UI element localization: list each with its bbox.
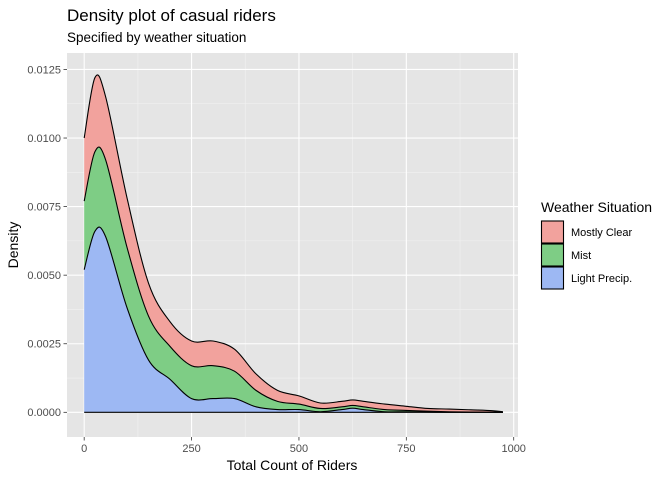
legend-label-mostly-clear: Mostly Clear [571, 227, 632, 239]
legend-key-light-precip [540, 266, 565, 290]
legend: Weather Situation Mostly Clear Mist Light … [540, 199, 652, 290]
legend-label-light-precip: Light Precip. [571, 273, 632, 285]
y-axis: 0.0000 0.0025 0.0050 0.0075 0.0100 0.0125 [27, 64, 67, 419]
area-light-precip [84, 227, 503, 413]
y-tick-label: 0.0100 [27, 133, 61, 145]
y-tick-label: 0.0000 [27, 407, 61, 419]
x-tick-label: 500 [290, 443, 308, 455]
legend-items: Mostly Clear Mist Light Precip. [540, 220, 632, 290]
legend-label-mist: Mist [571, 250, 591, 262]
y-tick-label: 0.0125 [27, 64, 61, 76]
y-axis-title: Density [5, 222, 21, 269]
y-tick-label: 0.0075 [27, 201, 61, 213]
y-tick-label: 0.0025 [27, 339, 61, 351]
density-areas [84, 74, 503, 413]
x-tick-label: 0 [81, 443, 87, 455]
grid-minor [67, 53, 518, 437]
x-axis-title: Total Count of Riders [227, 457, 358, 473]
x-tick-label: 250 [182, 443, 200, 455]
legend-key-mist [540, 243, 565, 267]
legend-key-mostly-clear [540, 220, 565, 244]
x-tick-label: 750 [397, 443, 415, 455]
x-tick-label: 1000 [501, 443, 525, 455]
density-outlines [83, 74, 504, 413]
chart-title: Density plot of casual riders [67, 6, 276, 25]
y-tick-label: 0.0050 [27, 270, 61, 282]
x-axis: 0 250 500 750 1000 [81, 437, 526, 455]
chart-subtitle: Specified by weather situation [67, 30, 246, 45]
outline-mist [83, 146, 503, 413]
legend-title: Weather Situation [541, 199, 652, 215]
outline-mostly-clear [83, 74, 504, 413]
